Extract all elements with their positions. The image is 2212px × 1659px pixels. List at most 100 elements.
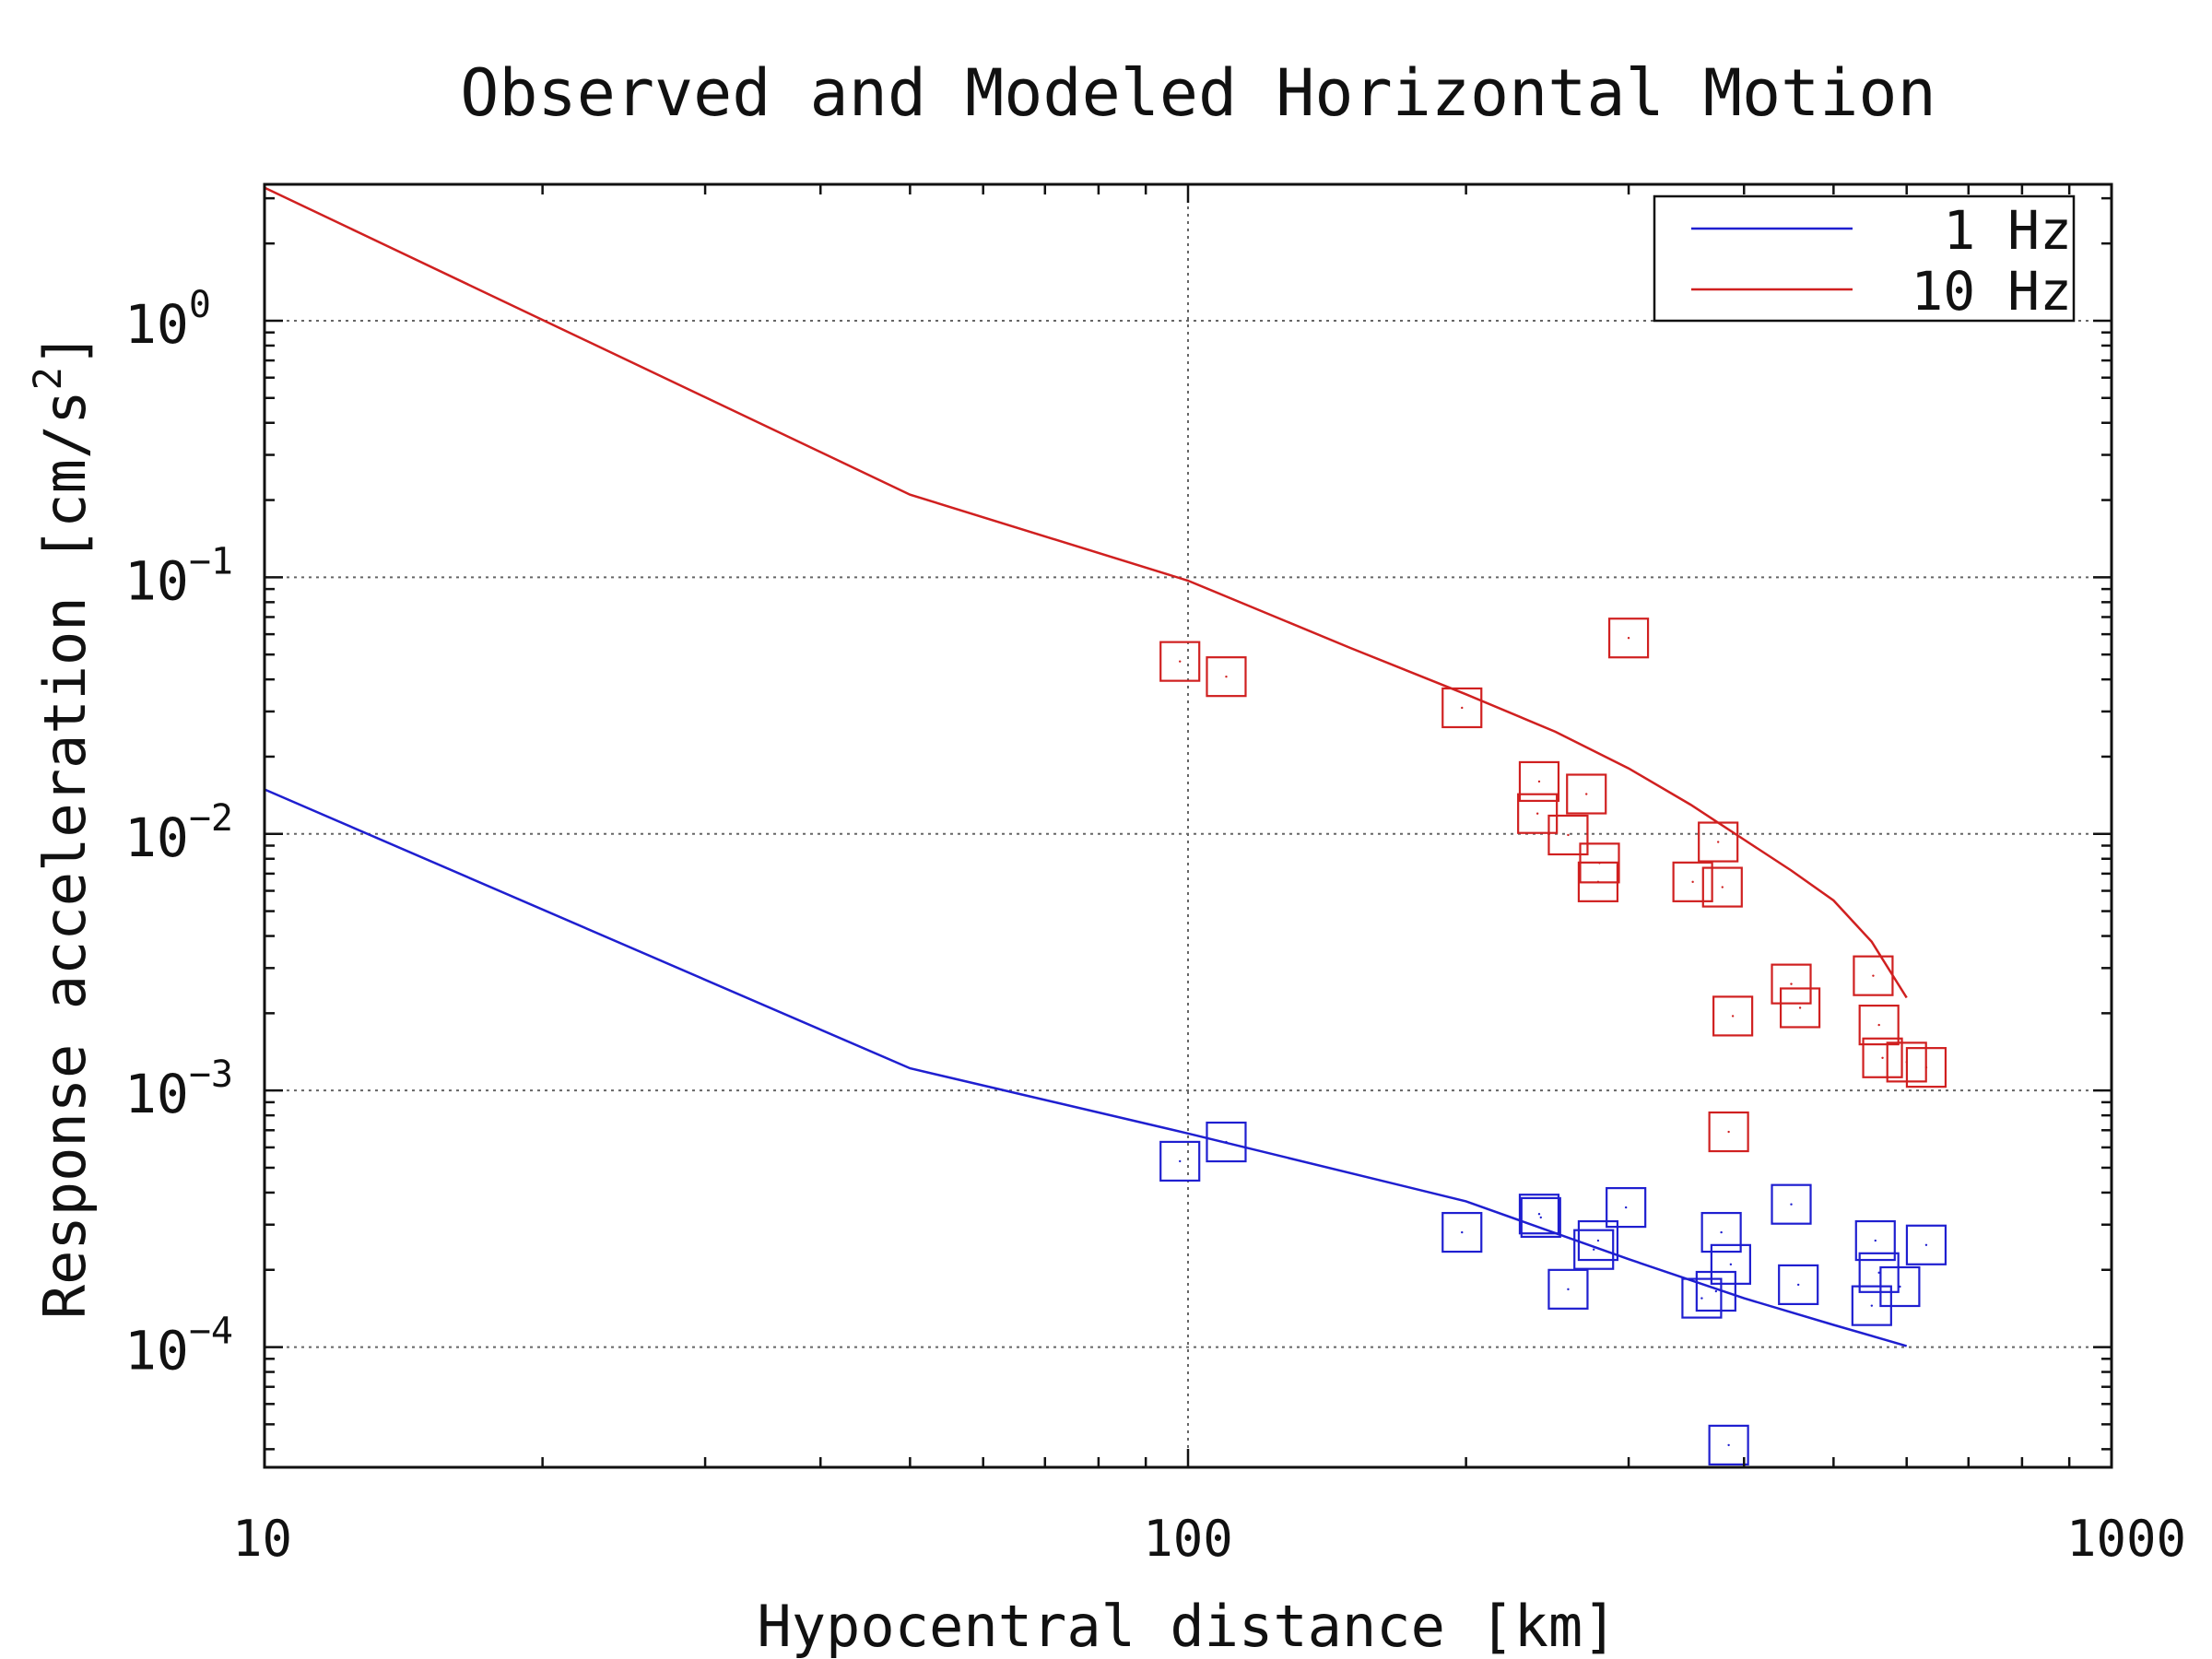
observed-point-center-10hz (1872, 974, 1875, 977)
observed-point-10hz (1698, 821, 1739, 863)
observed-point-center-10hz (1179, 660, 1182, 663)
observed-point-1hz (1547, 1268, 1589, 1310)
y-tick-label-exponent: −2 (189, 797, 233, 840)
observed-point-center-1hz (1790, 1203, 1793, 1206)
observed-point-center-1hz (1461, 1230, 1464, 1234)
observed-point-1hz (1206, 1121, 1247, 1163)
observed-point-center-1hz (1179, 1159, 1182, 1163)
observed-point-10hz (1206, 656, 1247, 698)
observed-point-center-10hz (1461, 706, 1464, 710)
observed-point-center-1hz (1899, 1285, 1901, 1288)
observed-point-center-10hz (1721, 886, 1724, 888)
observed-point-1hz (1710, 1243, 1751, 1285)
legend: 1 Hz 10 Hz (1653, 194, 2076, 323)
observed-point-center-10hz (1716, 841, 1720, 843)
observed-point-1hz (1695, 1270, 1736, 1312)
y-tick-label-exponent: −3 (189, 1053, 233, 1096)
observed-point-center-10hz (1585, 793, 1588, 795)
y-tick-label-exponent: 0 (189, 284, 211, 326)
observed-point-10hz (1862, 1037, 1903, 1078)
model-line-1hz (264, 788, 1908, 1347)
observed-point-10hz (1566, 773, 1607, 815)
observed-point-10hz (1905, 1047, 1947, 1088)
observed-point-center-1hz (1727, 1443, 1730, 1447)
observed-point-center-10hz (1627, 637, 1630, 640)
observed-point-center-10hz (1731, 1015, 1735, 1018)
observed-point-10hz (1577, 861, 1619, 902)
observed-point-1hz (1573, 1229, 1615, 1270)
observed-point-10hz (1779, 987, 1821, 1029)
observed-point-center-10hz (1924, 1065, 1928, 1069)
y-tick-label: 10−3 (124, 1053, 233, 1125)
y-axis-label: Response acceleration [cm/s2] (25, 333, 99, 1319)
observed-point-10hz (1607, 618, 1650, 659)
plot-frame (263, 182, 2113, 1469)
observed-point-center-10hz (1596, 880, 1600, 884)
observed-point-center-1hz (1596, 1239, 1600, 1242)
x-tick-labels: 10 100 1000 (232, 1510, 2186, 1568)
observed-point-1hz (1708, 1424, 1749, 1465)
x-tick-label: 100 (1143, 1510, 1233, 1568)
y-tick-label: 10−1 (124, 540, 233, 612)
observed-point-1hz (1518, 1194, 1560, 1235)
observed-point-center-1hz (1624, 1206, 1628, 1209)
observed-point-10hz (1441, 687, 1483, 729)
legend-label-10hz: 10 Hz (1911, 260, 2072, 323)
y-tick-label-base: 10 (124, 1063, 189, 1125)
observed-point-center-1hz (1924, 1243, 1928, 1246)
y-tick-label-exponent: −1 (189, 540, 233, 582)
observed-point-1hz (1577, 1219, 1619, 1262)
grid (265, 184, 2112, 1467)
observed-point-center-1hz (1593, 1248, 1595, 1251)
y-axis-label-exponent: 2 (25, 367, 70, 390)
y-tick-label-base: 10 (124, 549, 189, 612)
observed-point-center-10hz (1727, 1130, 1730, 1134)
x-axis-label: Hypocentral distance [km] (757, 1593, 1617, 1659)
observed-point-1hz (1858, 1252, 1900, 1293)
observed-point-center-10hz (1537, 780, 1541, 783)
observed-point-10hz (1771, 963, 1812, 1005)
observed-point-10hz (1672, 861, 1713, 902)
observed-point-1hz (1606, 1186, 1647, 1229)
y-axis-label-close: ] (31, 333, 99, 367)
observed-point-1hz (1771, 1183, 1812, 1225)
observed-point-center-10hz (1790, 982, 1793, 985)
x-tick-label: 10 (232, 1510, 292, 1568)
observed-point-1hz (1778, 1264, 1819, 1306)
y-tick-label: 100 (124, 284, 211, 356)
y-tick-label-exponent: −4 (189, 1311, 233, 1353)
observed-point-1hz (1520, 1196, 1561, 1239)
legend-label-1hz: 1 Hz (1943, 199, 2072, 262)
observed-point-1hz (1854, 1219, 1896, 1262)
observed-point-1hz (1681, 1277, 1723, 1319)
observed-point-10hz (1858, 1004, 1900, 1046)
observed-point-1hz (1905, 1224, 1947, 1265)
y-axis-label-text: Response acceleration [cm/s (31, 390, 99, 1319)
observed-point-center-1hz (1714, 1289, 1718, 1293)
chart-title: Observed and Modeled Horizontal Motion (460, 55, 1936, 131)
observed-point-10hz (1159, 641, 1201, 682)
series-layer (264, 186, 1947, 1465)
observed-point-center-10hz (1567, 833, 1570, 837)
observed-point-center-1hz (1539, 1216, 1542, 1219)
observed-point-10hz (1547, 814, 1589, 856)
model-line-10hz (264, 186, 1908, 999)
observed-point-10hz (1518, 760, 1560, 803)
observed-point-center-1hz (1870, 1304, 1874, 1307)
observed-point-center-1hz (1537, 1213, 1541, 1216)
observed-point-center-10hz (1225, 675, 1228, 678)
observed-point-1hz (1700, 1211, 1742, 1253)
y-tick-label: 10−2 (124, 797, 233, 869)
observed-point-10hz (1708, 1111, 1749, 1153)
observed-point-center-1hz (1700, 1297, 1703, 1300)
y-tick-label-base: 10 (124, 806, 189, 869)
observed-point-center-1hz (1225, 1140, 1228, 1144)
observed-point-center-10hz (1535, 812, 1539, 815)
observed-point-10hz (1517, 793, 1559, 834)
legend-box (1653, 194, 2076, 323)
observed-point-center-1hz (1796, 1283, 1800, 1287)
observed-point-1hz (1441, 1211, 1483, 1253)
observed-point-center-1hz (1874, 1239, 1877, 1242)
